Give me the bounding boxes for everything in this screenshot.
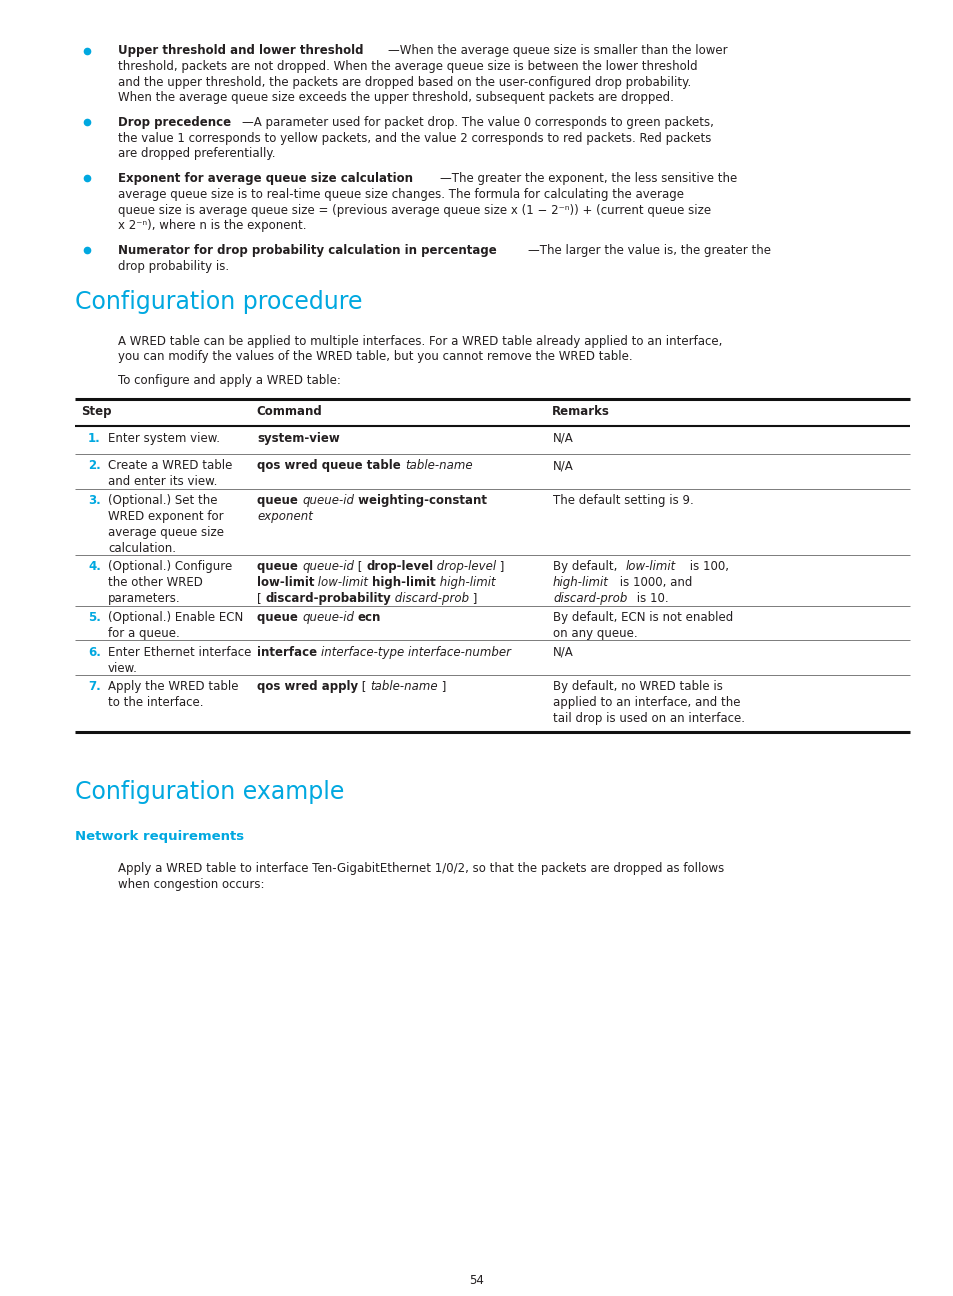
Text: Configuration procedure: Configuration procedure xyxy=(75,290,362,314)
Text: 4.: 4. xyxy=(88,560,101,573)
Text: table-name: table-name xyxy=(370,680,437,693)
Text: 7.: 7. xyxy=(88,680,101,693)
Text: average queue size is to real-time queue size changes. The formula for calculati: average queue size is to real-time queue… xyxy=(118,188,683,201)
Text: 6.: 6. xyxy=(88,645,101,658)
Text: queue: queue xyxy=(256,610,302,623)
Text: Command: Command xyxy=(255,404,321,419)
Text: drop-level: drop-level xyxy=(433,560,496,573)
Text: Numerator for drop probability calculation in percentage: Numerator for drop probability calculati… xyxy=(118,244,497,257)
Text: Apply a WRED table to interface Ten-GigabitEthernet 1/0/2, so that the packets a: Apply a WRED table to interface Ten-Giga… xyxy=(118,862,723,875)
Text: Network requirements: Network requirements xyxy=(75,829,244,842)
Text: N/A: N/A xyxy=(553,432,573,445)
Text: 3.: 3. xyxy=(88,494,101,507)
Text: when congestion occurs:: when congestion occurs: xyxy=(118,877,264,890)
Text: the other WRED: the other WRED xyxy=(108,577,203,590)
Text: queue size is average queue size = (previous average queue size x (1 − 2⁻ⁿ)) + (: queue size is average queue size = (prev… xyxy=(118,203,710,216)
Text: N/A: N/A xyxy=(553,645,573,658)
Text: By default, ECN is not enabled: By default, ECN is not enabled xyxy=(553,610,733,623)
Text: high-limit: high-limit xyxy=(553,577,608,590)
Text: (Optional.) Configure: (Optional.) Configure xyxy=(108,560,232,573)
Text: By default,: By default, xyxy=(553,560,620,573)
Text: view.: view. xyxy=(108,661,138,674)
Text: By default, no WRED table is: By default, no WRED table is xyxy=(553,680,722,693)
Text: Enter system view.: Enter system view. xyxy=(108,432,220,445)
Text: queue: queue xyxy=(256,560,302,573)
Text: high-limit: high-limit xyxy=(436,577,496,590)
Text: and the upper threshold, the packets are dropped based on the user-configured dr: and the upper threshold, the packets are… xyxy=(118,75,691,88)
Text: [: [ xyxy=(354,560,366,573)
Text: interface: interface xyxy=(256,645,321,658)
Text: ]: ] xyxy=(496,560,504,573)
Text: 1.: 1. xyxy=(88,432,101,445)
Text: drop-level: drop-level xyxy=(366,560,433,573)
Text: WRED exponent for: WRED exponent for xyxy=(108,509,223,524)
Text: low-limit: low-limit xyxy=(625,560,676,573)
Text: discard-prob: discard-prob xyxy=(391,592,469,605)
Text: —A parameter used for packet drop. The value 0 corresponds to green packets,: —A parameter used for packet drop. The v… xyxy=(241,115,713,128)
Text: qos wred apply: qos wred apply xyxy=(256,680,357,693)
Text: [: [ xyxy=(256,592,265,605)
Text: is 100,: is 100, xyxy=(685,560,728,573)
Text: 5.: 5. xyxy=(88,610,101,623)
Text: ]: ] xyxy=(469,592,477,605)
Text: threshold, packets are not dropped. When the average queue size is between the l: threshold, packets are not dropped. When… xyxy=(118,60,697,73)
Text: on any queue.: on any queue. xyxy=(553,627,637,640)
Text: for a queue.: for a queue. xyxy=(108,627,179,640)
Text: is 1000, and: is 1000, and xyxy=(616,577,692,590)
Text: queue-id: queue-id xyxy=(302,560,354,573)
Text: 54: 54 xyxy=(469,1274,484,1287)
Text: N/A: N/A xyxy=(553,459,573,473)
Text: and enter its view.: and enter its view. xyxy=(108,476,217,489)
Text: Apply the WRED table: Apply the WRED table xyxy=(108,680,238,693)
Text: The default setting is 9.: The default setting is 9. xyxy=(553,494,693,507)
Text: —The greater the exponent, the less sensitive the: —The greater the exponent, the less sens… xyxy=(439,172,737,185)
Text: Exponent for average queue size calculation: Exponent for average queue size calculat… xyxy=(118,172,413,185)
Text: (Optional.) Enable ECN: (Optional.) Enable ECN xyxy=(108,610,243,623)
Text: exponent: exponent xyxy=(256,509,313,524)
Text: A WRED table can be applied to multiple interfaces. For a WRED table already app: A WRED table can be applied to multiple … xyxy=(118,334,721,347)
Text: Drop precedence: Drop precedence xyxy=(118,115,231,128)
Text: you can modify the values of the WRED table, but you cannot remove the WRED tabl: you can modify the values of the WRED ta… xyxy=(118,350,632,363)
Text: average queue size: average queue size xyxy=(108,526,224,539)
Text: is 10.: is 10. xyxy=(633,592,668,605)
Text: tail drop is used on an interface.: tail drop is used on an interface. xyxy=(553,712,744,724)
Text: Upper threshold and lower threshold: Upper threshold and lower threshold xyxy=(118,44,363,57)
Text: 2.: 2. xyxy=(88,459,101,473)
Text: discard-probability: discard-probability xyxy=(265,592,391,605)
Text: system-view: system-view xyxy=(256,432,339,445)
Text: When the average queue size exceeds the upper threshold, subsequent packets are : When the average queue size exceeds the … xyxy=(118,92,673,105)
Text: low-limit: low-limit xyxy=(256,577,314,590)
Text: discard-prob: discard-prob xyxy=(553,592,627,605)
Text: interface-type interface-number: interface-type interface-number xyxy=(321,645,511,658)
Text: are dropped preferentially.: are dropped preferentially. xyxy=(118,148,275,161)
Text: queue-id: queue-id xyxy=(302,610,354,623)
Text: calculation.: calculation. xyxy=(108,542,175,555)
Text: ]: ] xyxy=(437,680,446,693)
Text: high-limit: high-limit xyxy=(372,577,436,590)
Text: Configuration example: Configuration example xyxy=(75,780,344,804)
Text: To configure and apply a WRED table:: To configure and apply a WRED table: xyxy=(118,375,340,388)
Text: drop probability is.: drop probability is. xyxy=(118,259,229,272)
Text: queue: queue xyxy=(256,494,302,507)
Text: [: [ xyxy=(357,680,370,693)
Text: (Optional.) Set the: (Optional.) Set the xyxy=(108,494,217,507)
Text: —When the average queue size is smaller than the lower: —When the average queue size is smaller … xyxy=(388,44,727,57)
Text: ecn: ecn xyxy=(357,610,381,623)
Text: Remarks: Remarks xyxy=(552,404,609,419)
Text: x 2⁻ⁿ), where n is the exponent.: x 2⁻ⁿ), where n is the exponent. xyxy=(118,219,306,232)
Text: low-limit: low-limit xyxy=(314,577,368,590)
Text: Enter Ethernet interface: Enter Ethernet interface xyxy=(108,645,251,658)
Text: queue-id: queue-id xyxy=(302,494,354,507)
Text: Step: Step xyxy=(81,404,112,419)
Text: Create a WRED table: Create a WRED table xyxy=(108,459,233,473)
Text: parameters.: parameters. xyxy=(108,592,180,605)
Text: weighting-constant: weighting-constant xyxy=(354,494,486,507)
Text: table-name: table-name xyxy=(404,459,472,473)
Text: qos wred queue table: qos wred queue table xyxy=(256,459,404,473)
Text: —The larger the value is, the greater the: —The larger the value is, the greater th… xyxy=(527,244,770,257)
Text: applied to an interface, and the: applied to an interface, and the xyxy=(553,696,740,709)
Text: to the interface.: to the interface. xyxy=(108,696,203,709)
Text: the value 1 corresponds to yellow packets, and the value 2 corresponds to red pa: the value 1 corresponds to yellow packet… xyxy=(118,132,711,145)
